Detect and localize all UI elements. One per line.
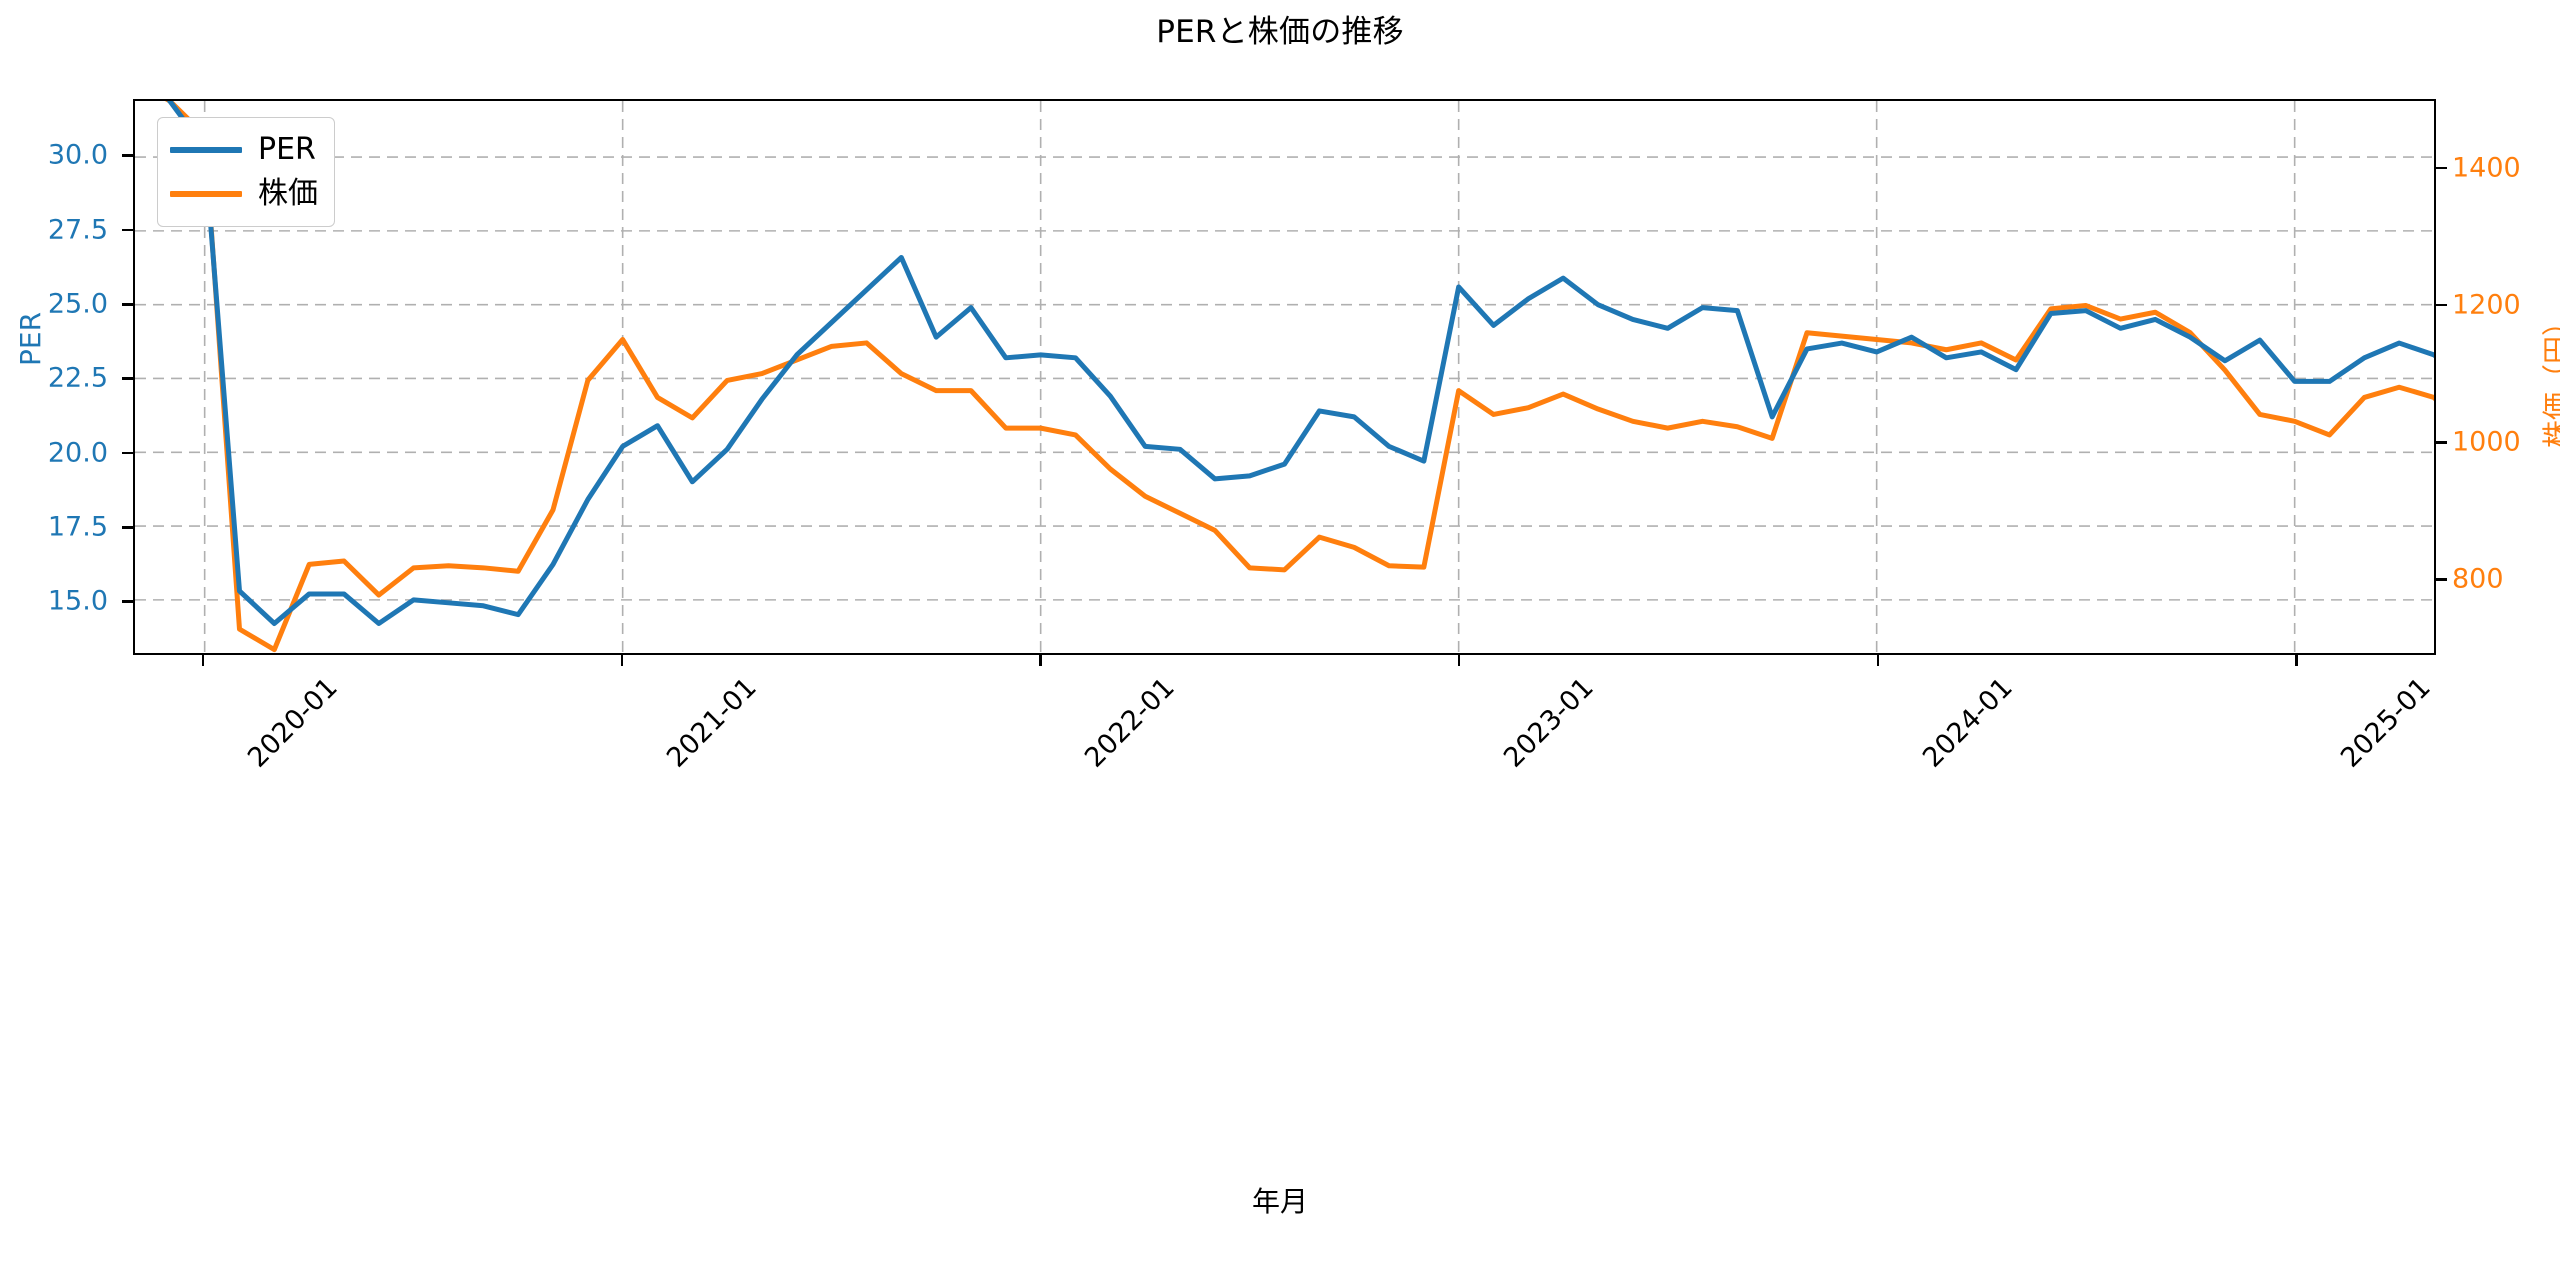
y-axis-left-label: PER	[14, 311, 47, 366]
y-axis-right-tick: 1000	[2452, 426, 2521, 458]
x-axis-tick-mark	[2295, 655, 2298, 666]
y-axis-left-tick-mark	[122, 451, 133, 455]
x-axis-tick: 2024-01	[1916, 672, 2019, 774]
legend-swatch-price	[170, 191, 242, 197]
y-axis-left-tick: 25.0	[47, 288, 108, 320]
y-axis-left-tick: 27.5	[47, 214, 108, 246]
x-axis-tick-mark	[620, 655, 623, 666]
gridlines	[135, 101, 2434, 653]
legend-swatch-per	[170, 147, 242, 153]
legend-item-per[interactable]: PER	[170, 128, 318, 172]
legend-item-price[interactable]: 株価	[170, 172, 318, 216]
x-axis-tick: 2025-01	[2335, 672, 2438, 774]
plot-area: PER 株価	[133, 99, 2436, 655]
y-axis-left-tick-mark	[122, 526, 133, 529]
x-axis-tick-mark	[201, 655, 205, 666]
x-axis-tick: 2021-01	[660, 672, 763, 774]
y-axis-right-tick-mark	[2436, 166, 2447, 170]
x-axis-tick-mark	[1457, 655, 1461, 666]
y-axis-left-tick-mark	[122, 303, 133, 306]
x-axis-tick: 2023-01	[1498, 672, 1600, 774]
y-axis-left-tick-mark	[122, 228, 133, 232]
y-axis-left-tick: 22.5	[47, 362, 108, 394]
plot-lines	[135, 101, 2434, 653]
y-axis-right-tick: 800	[2452, 563, 2504, 595]
y-axis-right-tick: 1200	[2452, 289, 2521, 321]
y-axis-left-tick: 17.5	[47, 511, 108, 543]
chart-legend[interactable]: PER 株価	[157, 117, 335, 227]
x-axis-label: 年月	[1251, 1185, 1308, 1218]
y-axis-left-tick: 30.0	[47, 139, 108, 171]
chart-title: PERと株価の推移	[1156, 14, 1404, 50]
y-axis-right-tick: 1400	[2452, 152, 2521, 184]
y-axis-left-tick-mark	[122, 377, 133, 380]
y-axis-right-tick-mark	[2436, 303, 2447, 307]
x-axis-tick: 2020-01	[241, 672, 344, 774]
y-axis-right-tick-mark	[2436, 578, 2447, 581]
x-axis-tick-mark	[1039, 655, 1042, 666]
x-axis-tick-mark	[1876, 655, 1880, 666]
y-axis-left-tick: 15.0	[47, 585, 108, 617]
legend-label-per: PER	[258, 132, 316, 167]
y-axis-left-tick: 20.0	[47, 437, 108, 469]
y-axis-right-tick-mark	[2436, 441, 2447, 444]
series-layer	[135, 101, 2434, 650]
y-axis-left-tick-mark	[122, 154, 133, 157]
legend-label-price: 株価	[258, 176, 318, 211]
series-line-per	[135, 101, 2434, 623]
y-axis-left-tick-mark	[122, 600, 133, 603]
x-axis-tick: 2022-01	[1079, 672, 1181, 774]
series-line-price	[135, 101, 2434, 650]
